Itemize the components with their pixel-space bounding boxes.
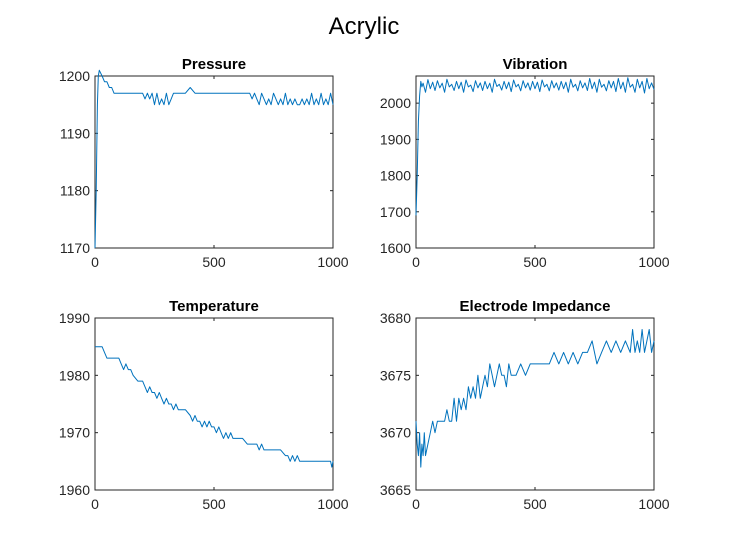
electrode-impedance-x-tick-label: 500 <box>523 496 547 512</box>
pressure-subplot: Pressure 0 500 1000 1170 1180 1190 1200 <box>59 56 349 270</box>
temperature-x-tick-label: 0 <box>91 496 99 512</box>
vibration-y-tick-label: 1900 <box>380 131 411 147</box>
electrode-impedance-x-tick-label: 0 <box>412 496 420 512</box>
pressure-y-tick-label: 1200 <box>59 68 90 84</box>
temperature-series-line <box>95 346 334 468</box>
temperature-subplot: Temperature 0 500 1000 1960 1970 1980 1990 <box>59 298 349 512</box>
vibration-y-tick-label: 2000 <box>380 95 411 111</box>
vibration-series-line <box>415 77 655 216</box>
temperature-y-tick-label: 1990 <box>59 310 90 326</box>
temperature-y-tick-label: 1970 <box>59 425 90 441</box>
electrode-impedance-y-tick-label: 3680 <box>380 310 411 326</box>
pressure-y-tick-label: 1180 <box>60 183 90 199</box>
pressure-title: Pressure <box>182 56 246 73</box>
pressure-axes-box <box>94 75 334 249</box>
pressure-x-tick-label: 0 <box>91 254 99 270</box>
electrode-impedance-y-tick-label: 3670 <box>380 425 411 441</box>
electrode-impedance-title: Electrode Impedance <box>460 298 611 315</box>
electrode-impedance-series-line <box>415 329 655 468</box>
temperature-y-tick-label: 1980 <box>59 367 90 383</box>
electrode-impedance-subplot: Electrode Impedance 0 500 1000 3665 3670 3675 3… <box>380 298 670 512</box>
vibration-x-tick-label: 0 <box>412 254 420 270</box>
vibration-axes-box <box>415 75 655 249</box>
pressure-x-tick-label: 1000 <box>317 254 348 270</box>
temperature-title: Temperature <box>169 298 259 315</box>
electrode-impedance-x-tick-label: 1000 <box>638 496 669 512</box>
electrode-impedance-y-tick-label: 3665 <box>380 482 411 498</box>
vibration-y-tick-label: 1800 <box>380 168 411 184</box>
pressure-series-line <box>94 69 334 249</box>
temperature-x-tick-label: 1000 <box>317 496 348 512</box>
pressure-x-tick-label: 500 <box>202 254 226 270</box>
pressure-y-tick-label: 1170 <box>60 240 90 256</box>
temperature-y-tick-label: 1960 <box>59 482 90 498</box>
pressure-y-tick-label: 1190 <box>60 125 90 141</box>
figure-title: Acrylic <box>329 13 400 40</box>
vibration-title: Vibration <box>503 56 568 73</box>
vibration-subplot: Vibration 0 500 1000 1600 1700 1800 1900 2000 <box>380 56 670 270</box>
temperature-axes-box <box>94 317 334 491</box>
vibration-x-tick-label: 1000 <box>638 254 669 270</box>
vibration-y-tick-label: 1600 <box>380 240 411 256</box>
vibration-y-tick-label: 1700 <box>380 204 411 220</box>
electrode-impedance-y-tick-label: 3675 <box>380 367 411 383</box>
temperature-x-tick-label: 500 <box>202 496 226 512</box>
subplot-grid: Pressure 0 500 1000 1170 1180 1190 1200 Vibratio… <box>59 56 670 512</box>
vibration-x-tick-label: 500 <box>523 254 547 270</box>
electrode-impedance-axes-box <box>415 317 655 491</box>
